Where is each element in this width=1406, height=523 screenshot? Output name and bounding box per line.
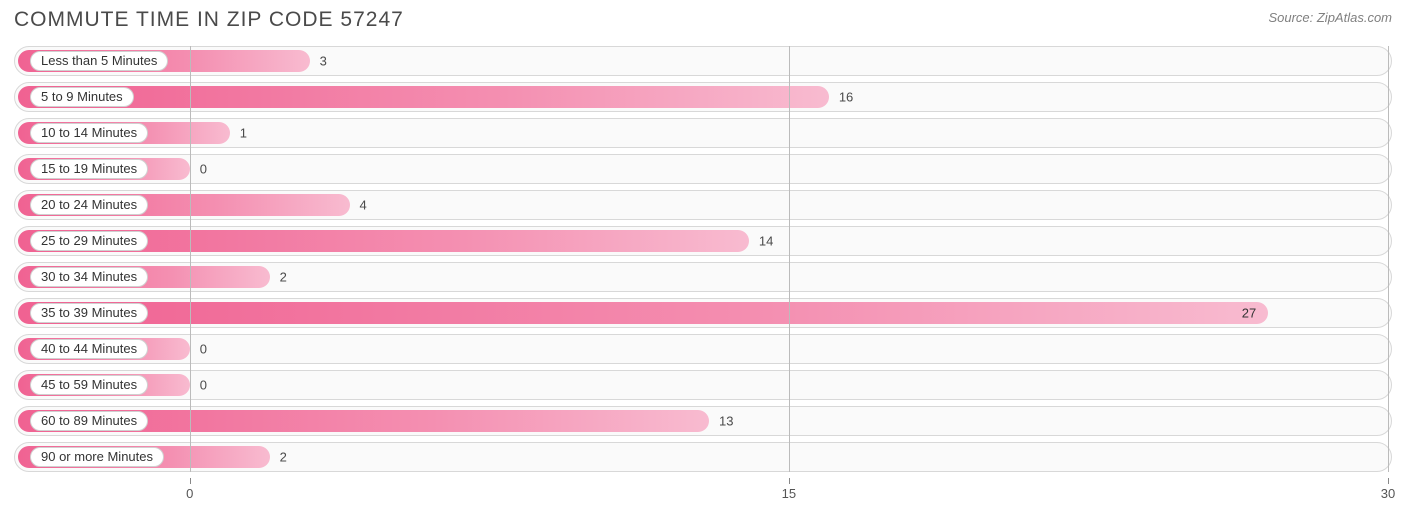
bar-track: 35 to 39 Minutes 27 — [18, 302, 1388, 324]
value-label: 13 — [719, 414, 733, 429]
bar-row: 90 or more Minutes 2 — [14, 442, 1392, 472]
bar-fill — [18, 302, 1268, 324]
chart-source: Source: ZipAtlas.com — [1268, 10, 1392, 25]
bar-track: 40 to 44 Minutes 0 — [18, 338, 1388, 360]
category-label: 45 to 59 Minutes — [30, 375, 148, 395]
category-label: 20 to 24 Minutes — [30, 195, 148, 215]
category-label: 30 to 34 Minutes — [30, 267, 148, 287]
bar-track: 15 to 19 Minutes 0 — [18, 158, 1388, 180]
bar-track: 5 to 9 Minutes 16 — [18, 86, 1388, 108]
axis-tick — [1388, 478, 1389, 484]
category-label: 15 to 19 Minutes — [30, 159, 148, 179]
bar-track: Less than 5 Minutes 3 — [18, 50, 1388, 72]
category-label: 90 or more Minutes — [30, 447, 164, 467]
category-label: Less than 5 Minutes — [30, 51, 168, 71]
chart-title: COMMUTE TIME IN ZIP CODE 57247 — [14, 8, 404, 32]
x-axis: 0 15 30 — [14, 478, 1392, 506]
value-label: 2 — [280, 270, 287, 285]
value-label: 3 — [320, 54, 327, 69]
chart-header: COMMUTE TIME IN ZIP CODE 57247 Source: Z… — [14, 8, 1392, 32]
bar-row: Less than 5 Minutes 3 — [14, 46, 1392, 76]
category-label: 35 to 39 Minutes — [30, 303, 148, 323]
value-label: 16 — [839, 90, 853, 105]
bar-track: 25 to 29 Minutes 14 — [18, 230, 1388, 252]
value-label: 0 — [200, 342, 207, 357]
bar-row: 10 to 14 Minutes 1 — [14, 118, 1392, 148]
bar-row: 35 to 39 Minutes 27 — [14, 298, 1392, 328]
category-label: 60 to 89 Minutes — [30, 411, 148, 431]
value-label: 4 — [360, 198, 367, 213]
bar-row: 20 to 24 Minutes 4 — [14, 190, 1392, 220]
value-label: 2 — [280, 450, 287, 465]
value-label: 1 — [240, 126, 247, 141]
chart-container: COMMUTE TIME IN ZIP CODE 57247 Source: Z… — [0, 0, 1406, 523]
axis-tick — [190, 478, 191, 484]
bar-row: 45 to 59 Minutes 0 — [14, 370, 1392, 400]
axis-tick — [789, 478, 790, 484]
axis-tick-label: 30 — [1381, 486, 1395, 501]
category-label: 25 to 29 Minutes — [30, 231, 148, 251]
bar-track: 20 to 24 Minutes 4 — [18, 194, 1388, 216]
value-label: 0 — [200, 378, 207, 393]
bar-track: 10 to 14 Minutes 1 — [18, 122, 1388, 144]
bar-track: 30 to 34 Minutes 2 — [18, 266, 1388, 288]
bar-fill — [18, 86, 829, 108]
bar-track: 45 to 59 Minutes 0 — [18, 374, 1388, 396]
axis-tick-label: 0 — [186, 486, 193, 501]
bar-track: 90 or more Minutes 2 — [18, 446, 1388, 468]
chart-area: Less than 5 Minutes 3 5 to 9 Minutes 16 10 t… — [14, 46, 1392, 506]
bar-row: 40 to 44 Minutes 0 — [14, 334, 1392, 364]
bar-track: 60 to 89 Minutes 13 — [18, 410, 1388, 432]
value-label: 0 — [200, 162, 207, 177]
category-label: 40 to 44 Minutes — [30, 339, 148, 359]
bar-row: 30 to 34 Minutes 2 — [14, 262, 1392, 292]
bar-row: 60 to 89 Minutes 13 — [14, 406, 1392, 436]
category-label: 5 to 9 Minutes — [30, 87, 134, 107]
bar-row: 15 to 19 Minutes 0 — [14, 154, 1392, 184]
category-label: 10 to 14 Minutes — [30, 123, 148, 143]
axis-tick-label: 15 — [782, 486, 796, 501]
value-label: 14 — [759, 234, 773, 249]
value-label: 27 — [1242, 306, 1256, 321]
gridline — [1388, 46, 1389, 472]
bar-row: 25 to 29 Minutes 14 — [14, 226, 1392, 256]
bar-row: 5 to 9 Minutes 16 — [14, 82, 1392, 112]
